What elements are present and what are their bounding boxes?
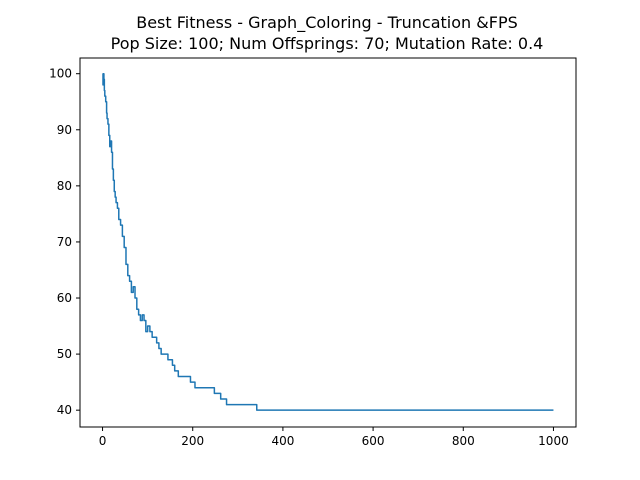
x-tick-label: 200: [181, 434, 204, 448]
axis-ticks: 0 200 400 600 800 1000 40 50 60 70 80 90 100: [49, 67, 569, 448]
series-layer: [102, 72, 554, 411]
y-tick-label: 60: [57, 291, 72, 305]
y-tick-label: 90: [57, 123, 72, 137]
x-tick-label: 1000: [538, 434, 569, 448]
chart-title: Best Fitness - Graph_Coloring - Truncati…: [136, 13, 518, 33]
y-tick-label: 50: [57, 347, 72, 361]
x-tick-label: 800: [452, 434, 475, 448]
chart-subtitle: Pop Size: 100; Num Offsprings: 70; Mutat…: [111, 34, 544, 53]
series-line: [102, 72, 554, 411]
x-tick-label: 400: [271, 434, 294, 448]
plot-frame: [79, 57, 577, 428]
x-tick-label: 0: [99, 434, 107, 448]
y-tick-label: 80: [57, 179, 72, 193]
x-tick-label: 600: [362, 434, 385, 448]
y-tick-label: 70: [57, 235, 72, 249]
y-tick-label: 100: [49, 67, 72, 81]
y-tick-label: 40: [57, 403, 72, 417]
